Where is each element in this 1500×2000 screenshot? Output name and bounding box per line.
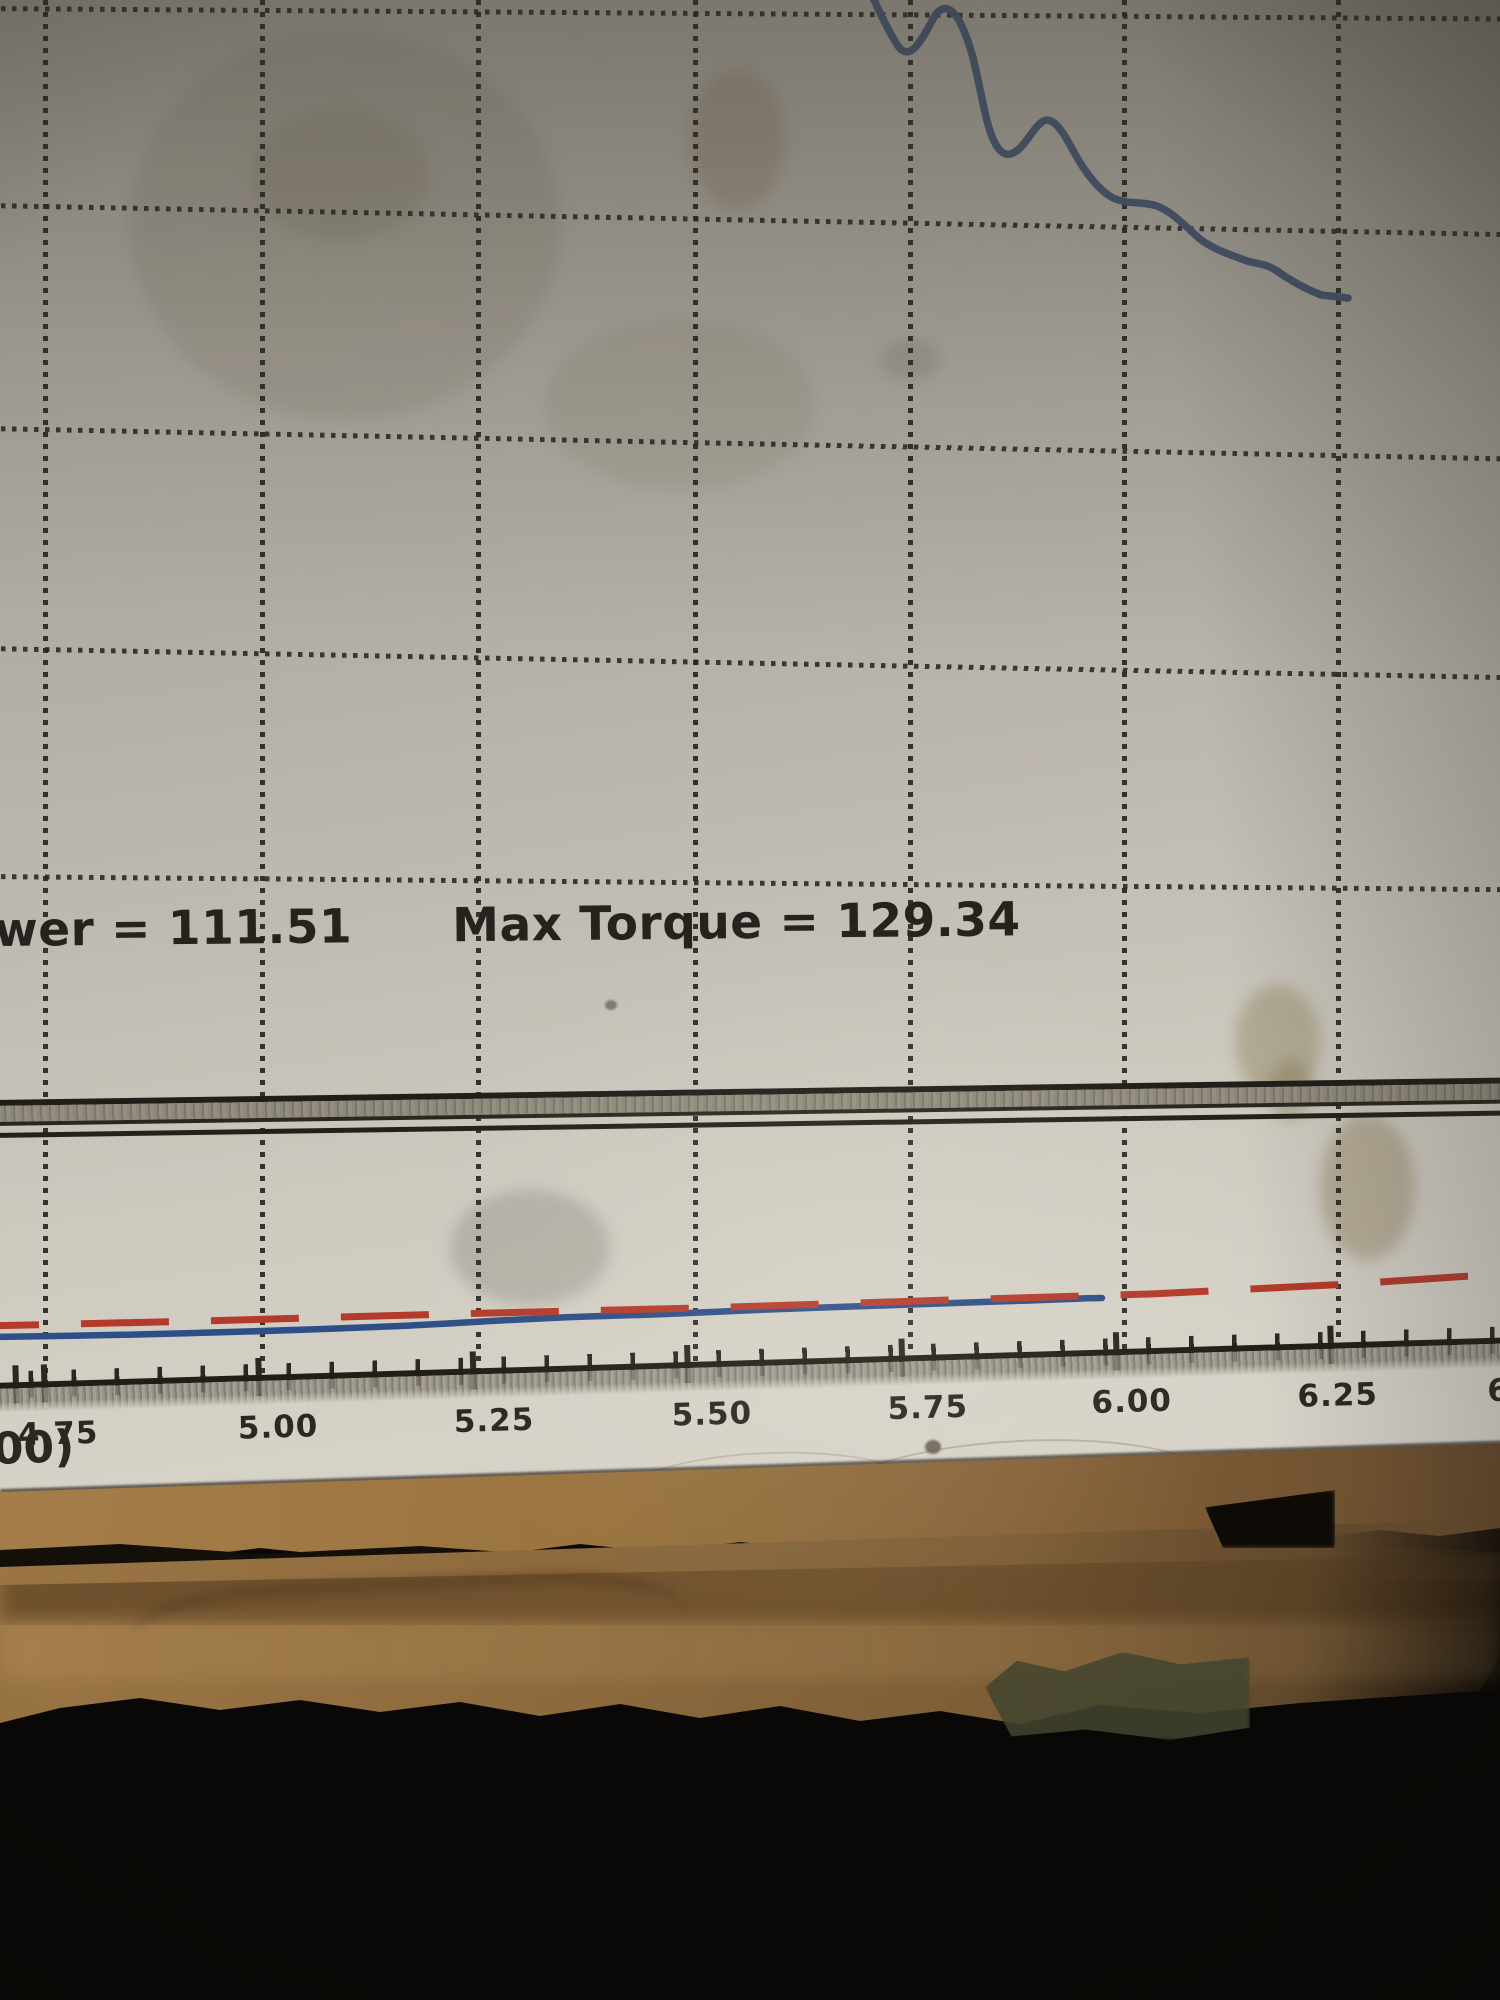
dyno-printout-paper: wer = 111.51 Max Torque = 129.34 4.75 5.… [0, 0, 1500, 1493]
speck [925, 1440, 941, 1454]
stain [690, 70, 785, 210]
stain [250, 110, 430, 240]
gridline-v-6.00 [1122, 0, 1127, 1353]
gridline-v-5.00 [260, 0, 265, 1380]
cardboard-olive-patch [985, 1652, 1250, 1740]
stain [1320, 1115, 1415, 1260]
gridline-v-5.25 [476, 0, 481, 1374]
trace-curves [0, 0, 1500, 1341]
lower-red-dashed-line [0, 1269, 1500, 1330]
cardboard-light-streak [0, 1620, 1500, 1680]
stain [545, 320, 815, 490]
upper-blue-curve [866, 0, 1352, 302]
paper-shadow-right [0, 0, 1500, 1493]
paper-shadow-top [0, 0, 1500, 1493]
speck [605, 1000, 617, 1010]
gridline-v-4.75 [43, 0, 48, 1388]
stain [130, 30, 560, 420]
gridline-v-5.50 [693, 0, 698, 1367]
gridline-v-5.75 [908, 0, 913, 1360]
